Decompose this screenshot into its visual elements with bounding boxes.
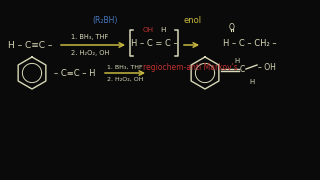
Text: 2. H₂O₂, OH: 2. H₂O₂, OH bbox=[107, 76, 143, 82]
Text: H: H bbox=[160, 27, 166, 33]
Text: H – C = C –: H – C = C – bbox=[131, 39, 177, 48]
Text: – C≡C – H: – C≡C – H bbox=[54, 69, 96, 78]
Text: (R₂BH): (R₂BH) bbox=[92, 15, 118, 24]
Text: H – C – CH₂ –: H – C – CH₂ – bbox=[223, 39, 277, 48]
Text: 2. H₂O₂, OH: 2. H₂O₂, OH bbox=[71, 50, 109, 56]
Text: 1. BH₃, THF: 1. BH₃, THF bbox=[71, 34, 108, 40]
Text: C: C bbox=[239, 64, 244, 73]
Text: H – C≡C –: H – C≡C – bbox=[8, 40, 52, 50]
Text: H: H bbox=[234, 58, 240, 64]
Text: regiochem-anti Markov's: regiochem-anti Markov's bbox=[143, 62, 237, 71]
Text: OH: OH bbox=[142, 27, 154, 33]
Text: enol: enol bbox=[184, 15, 202, 24]
Text: – OH: – OH bbox=[258, 62, 276, 71]
Text: H: H bbox=[249, 79, 255, 85]
Text: O: O bbox=[229, 22, 235, 32]
Text: 1. BH₃, THF: 1. BH₃, THF bbox=[107, 64, 143, 69]
